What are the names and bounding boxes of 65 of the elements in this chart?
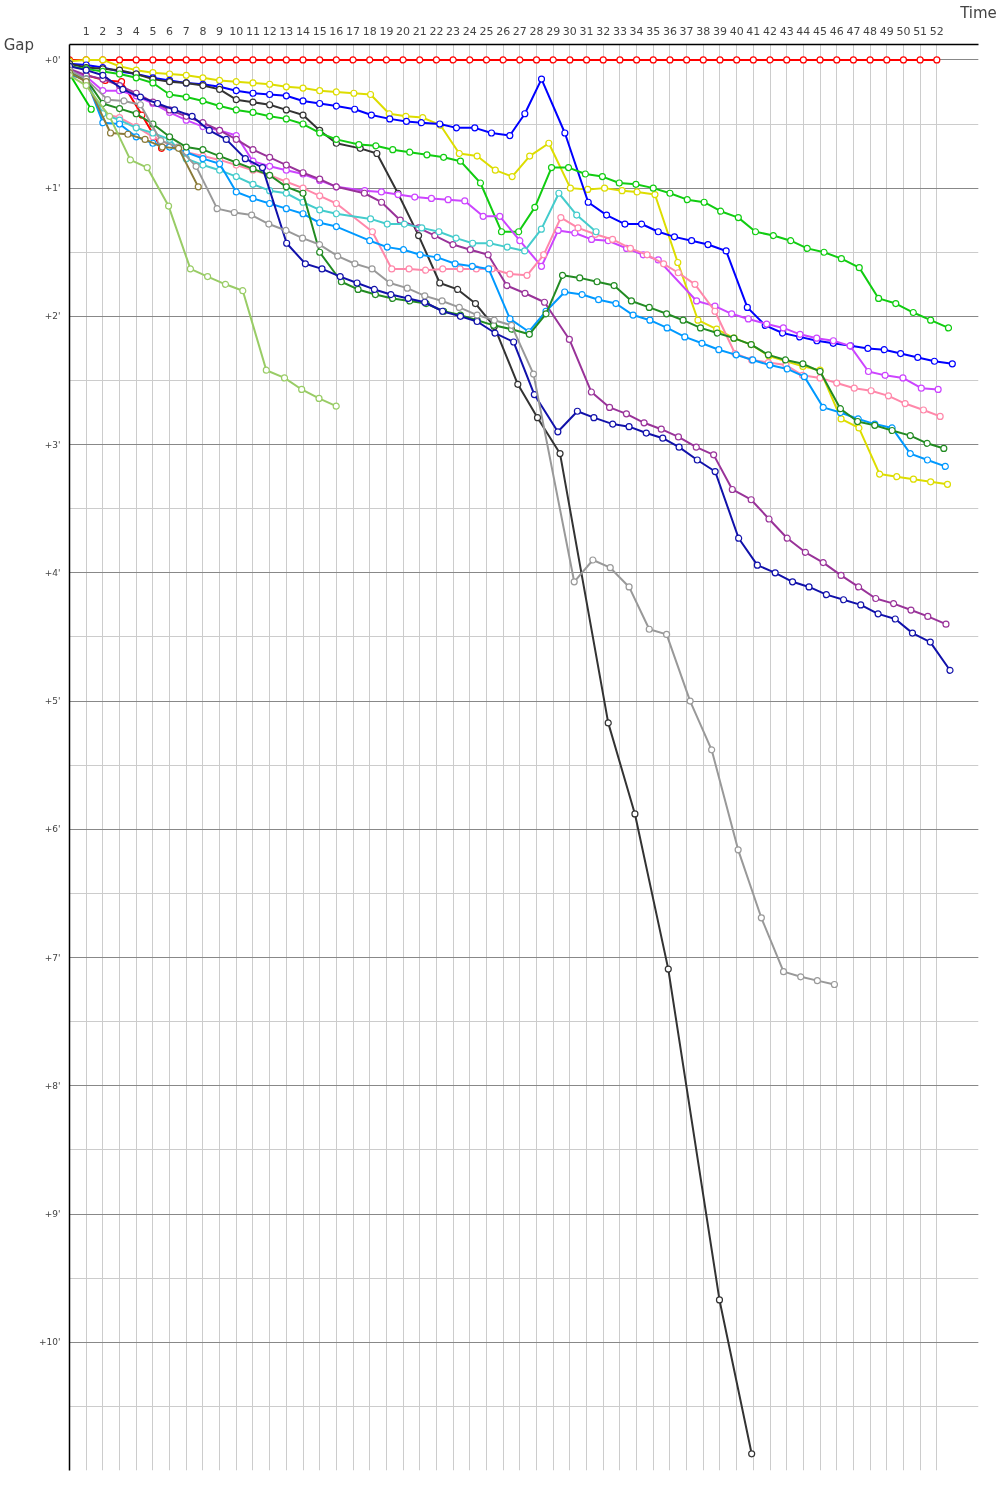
- y-tick-label: +4': [44, 567, 61, 578]
- y-tick-label: +8': [44, 1080, 61, 1091]
- x-tick-label: 27: [512, 24, 527, 38]
- x-tick-label: 37: [679, 24, 694, 38]
- x-tick-label: 9: [216, 24, 224, 38]
- x-tick-label: 48: [863, 24, 878, 38]
- x-tick-label: 36: [662, 24, 677, 38]
- y-tick-label: +2': [44, 311, 61, 322]
- y-tick-label: +9': [44, 1209, 61, 1220]
- x-tick-label: 25: [479, 24, 494, 38]
- x-tick-label: 34: [629, 24, 644, 38]
- x-tick-label: 47: [846, 24, 861, 38]
- x-tick-label: 49: [879, 24, 894, 38]
- x-tick-label: 6: [166, 24, 174, 38]
- y-tick-label: +3': [44, 439, 61, 450]
- x-tick-label: 19: [379, 24, 394, 38]
- x-tick-label: 8: [199, 24, 207, 38]
- x-tick-label: 2: [99, 24, 107, 38]
- x-tick-label: 51: [913, 24, 928, 38]
- x-axis-title: Time: [959, 3, 997, 22]
- y-axis-title: Gap: [3, 35, 35, 54]
- x-tick-label: 29: [546, 24, 561, 38]
- x-tick-label: 24: [462, 24, 477, 38]
- y-tick-label: +5': [44, 696, 61, 707]
- x-tick-label: 38: [696, 24, 711, 38]
- x-tick-label: 1: [82, 24, 90, 38]
- x-tick-label: 52: [929, 24, 944, 38]
- x-tick-label: 41: [746, 24, 761, 38]
- x-tick-label: 4: [132, 24, 140, 38]
- x-tick-label: 35: [646, 24, 661, 38]
- x-tick-label: 30: [562, 24, 577, 38]
- x-tick-label: 50: [896, 24, 911, 38]
- x-tick-label: 33: [612, 24, 627, 38]
- x-tick-label: 15: [312, 24, 327, 38]
- x-tick-label: 20: [396, 24, 411, 38]
- x-tick-label: 13: [279, 24, 294, 38]
- y-tick-label: +7': [44, 952, 61, 963]
- x-tick-label: 18: [362, 24, 377, 38]
- x-tick-label: 45: [813, 24, 828, 38]
- x-tick-label: 22: [429, 24, 444, 38]
- x-tick-label: 40: [729, 24, 744, 38]
- x-tick-label: 42: [763, 24, 778, 38]
- x-tick-label: 23: [446, 24, 461, 38]
- x-tick-label: 39: [712, 24, 727, 38]
- x-tick-label: 46: [829, 24, 844, 38]
- x-tick-label: 7: [182, 24, 190, 38]
- x-tick-label: 5: [149, 24, 157, 38]
- x-tick-label: 10: [229, 24, 244, 38]
- y-tick-label: +10': [39, 1337, 61, 1348]
- x-tick-label: 17: [346, 24, 361, 38]
- y-tick-label: +6': [44, 824, 61, 835]
- x-tick-label: 14: [296, 24, 311, 38]
- x-tick-label: 21: [412, 24, 427, 38]
- y-tick-label: +1': [44, 183, 61, 194]
- x-tick-label: 28: [529, 24, 544, 38]
- x-tick-label: 31: [579, 24, 594, 38]
- x-tick-label: 3: [116, 24, 124, 38]
- x-tick-label: 43: [779, 24, 794, 38]
- x-tick-label: 44: [796, 24, 811, 38]
- x-tick-label: 11: [245, 24, 260, 38]
- x-tick-label: 26: [496, 24, 511, 38]
- x-tick-label: 12: [262, 24, 277, 38]
- y-tick-label: +0': [44, 54, 61, 65]
- x-tick-label: 32: [596, 24, 611, 38]
- x-tick-label: 16: [329, 24, 344, 38]
